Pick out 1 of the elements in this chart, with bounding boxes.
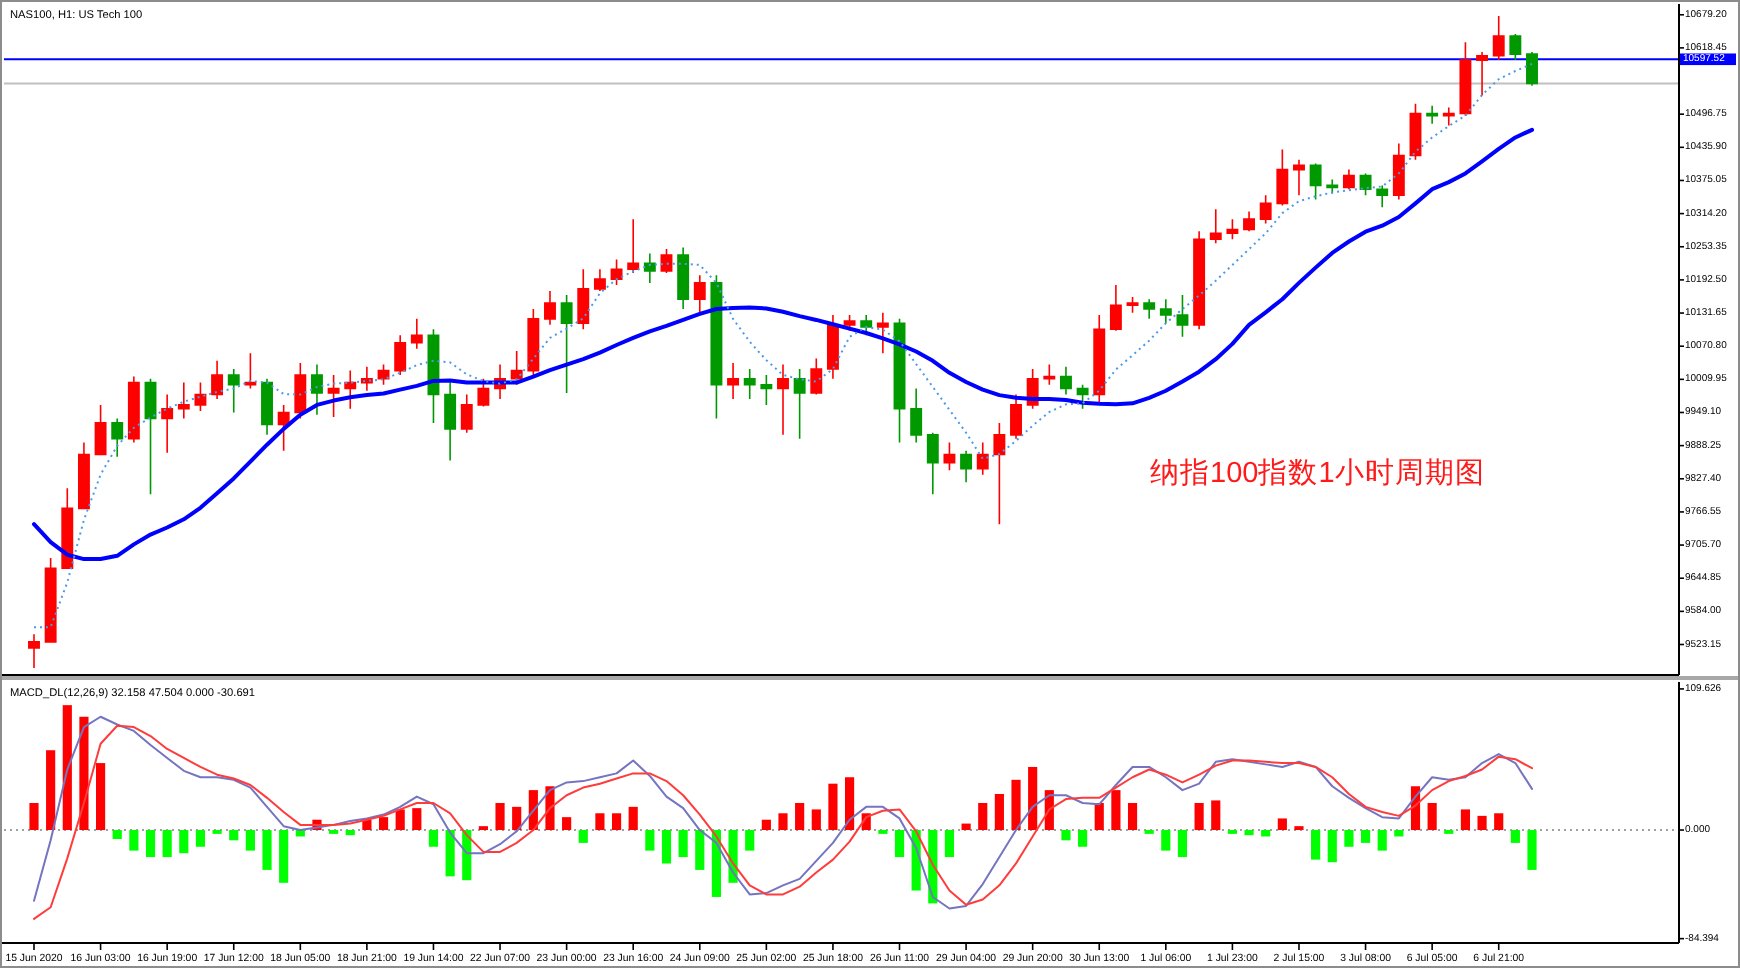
annotation: 纳指100指数1小时周期图	[1150, 458, 1485, 490]
